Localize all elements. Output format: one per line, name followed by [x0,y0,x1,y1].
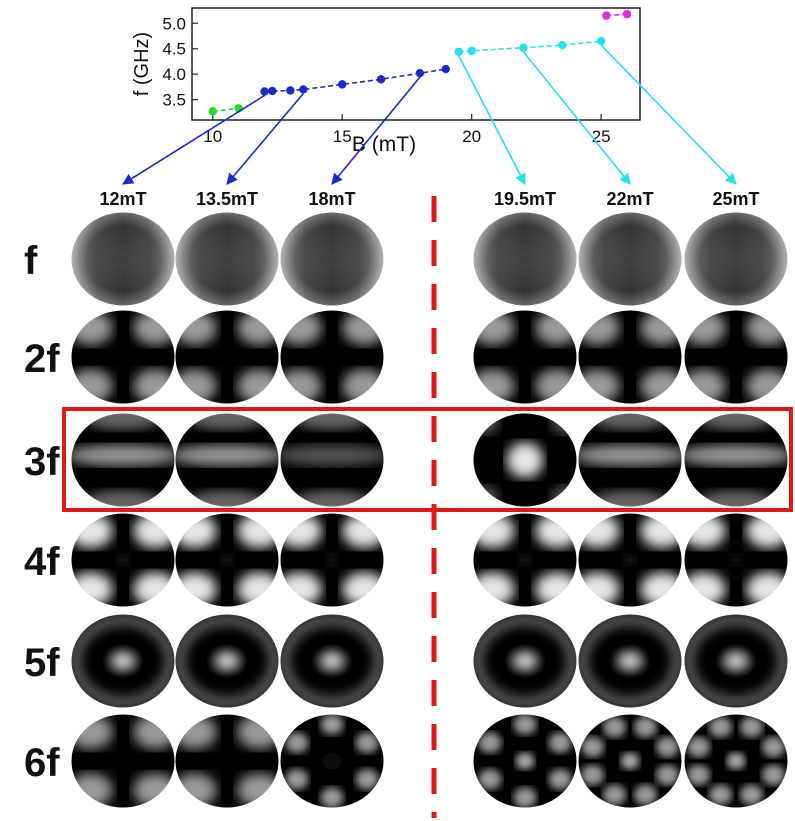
data-point [376,75,386,84]
column-header: 19.5mT [494,189,556,209]
column-header: 25mT [712,189,759,209]
mode-image-5f-22mT [577,613,683,709]
mode-image-5f-25mT [683,613,789,709]
mode-image-2f-13.5mT [174,309,280,405]
data-point [441,64,450,74]
data-point [268,86,277,96]
mode-image-f-22mT [577,211,683,307]
mode-image-6f-25mT [683,713,789,809]
series-line-2 [458,40,602,53]
mode-image-4f-19.5mT [472,512,578,608]
mode-image-4f-22mT [577,512,683,608]
field-arrow [522,51,631,185]
mode-image-2f-18mT [279,309,385,405]
mode-image-5f-12mT [70,613,176,709]
mode-image-4f-18mT [279,512,385,608]
mode-image-2f-22mT [577,309,683,405]
mode-image-6f-18mT [279,713,385,809]
highlight-box-3f [62,407,793,512]
column-header: 12mT [99,189,146,209]
mode-image-4f-25mT [683,512,789,608]
field-arrow [600,44,737,185]
field-arrow [458,55,526,185]
data-point [454,47,463,56]
x-axis-label: B (mT) [352,133,416,156]
row-label: f [24,239,38,283]
data-point [286,86,295,95]
mode-image-5f-19.5mT [472,613,578,709]
row-label: 5f [24,641,60,685]
mode-image-2f-12mT [70,309,176,405]
field-arrow [122,94,265,185]
chart-axes: 10 15 20 25 3.5 4.0 4.5 5.0 [162,14,610,146]
x-tick-label: 15 [333,127,352,146]
y-tick-label: 4.5 [162,40,186,59]
data-point [260,87,269,96]
mode-image-3f-25mT [683,412,789,508]
data-point [596,36,606,46]
mode-image-6f-22mT [577,713,683,809]
data-point [337,80,347,89]
x-tick-label: 10 [203,127,222,146]
column-header: 13.5mT [196,189,258,209]
data-point [519,43,528,52]
data-point [208,107,217,116]
data-point [415,68,425,78]
x-tick-label: 20 [462,127,481,146]
data-point [467,46,476,55]
mode-image-3f-19.5mT [472,412,578,508]
mode-image-f-18mT [279,211,385,307]
mode-image-4f-13.5mT [174,512,280,608]
column-header: 22mT [606,189,653,209]
mode-image-3f-22mT [577,412,683,508]
mode-image-5f-18mT [279,613,385,709]
mode-image-2f-25mT [683,309,789,405]
series-points [208,9,632,116]
row-label: 2f [24,337,60,381]
mode-image-f-19.5mT [472,211,578,307]
plot-frame [191,7,641,121]
mode-image-f-25mT [683,211,789,307]
mode-image-3f-18mT [279,412,385,508]
y-tick-label: 5.0 [162,14,186,33]
frequency-vs-field-chart: 10 15 20 25 3.5 4.0 4.5 5.0 B (mT) f (GHz) [131,7,641,156]
mode-image-3f-13.5mT [174,412,280,508]
series-line-0 [212,107,239,113]
row-label: 3f [24,440,60,484]
mode-image-6f-19.5mT [472,713,578,809]
y-tick-label: 4.0 [162,65,186,84]
data-point [622,9,632,19]
x-tick-label: 25 [592,127,611,146]
mode-image-f-13.5mT [174,211,280,307]
column-header: 18mT [308,189,355,209]
data-point [602,11,611,20]
mode-image-6f-13.5mT [174,713,280,809]
data-point [558,40,567,50]
y-tick-label: 3.5 [162,91,186,110]
mode-image-f-12mT [70,211,176,307]
data-point [299,85,308,94]
mode-image-5f-13.5mT [174,613,280,709]
row-label: 6f [24,741,60,785]
field-arrow [226,92,304,185]
mode-image-4f-12mT [70,512,176,608]
column-headers: 12mT 13.5mT 18mT 19.5mT 22mT 25mT [99,189,759,209]
row-labels: f 2f 3f 4f 5f 6f [24,239,60,785]
field-arrows [122,44,737,185]
series-lines [212,13,628,113]
field-arrow [331,76,421,185]
mode-image-3f-12mT [70,412,176,508]
y-axis-label: f (GHz) [131,32,153,96]
row-label: 4f [24,540,60,584]
mode-image-2f-19.5mT [472,309,578,405]
mode-image-6f-12mT [70,713,176,809]
